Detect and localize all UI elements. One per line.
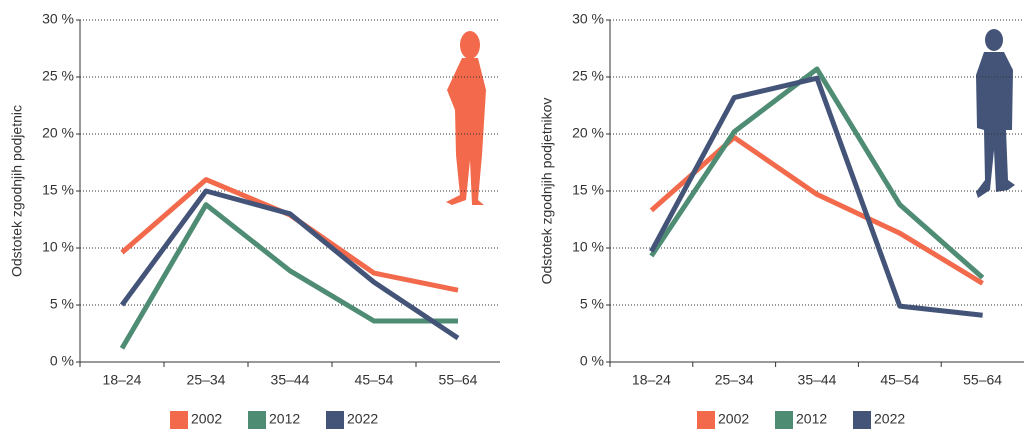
legend-swatch — [775, 411, 793, 429]
legend-label: 2002 — [718, 411, 749, 427]
y-tick-label: 15 % — [572, 182, 604, 198]
x-tick-label: 45–54 — [880, 372, 919, 388]
legend-label: 2012 — [269, 411, 300, 427]
woman-icon — [446, 31, 486, 205]
y-tick-label: 0 % — [50, 353, 74, 369]
y-axis-label: Odstotek zgodnjih podjetnic — [9, 105, 25, 277]
y-tick-label: 5 % — [50, 296, 74, 312]
man-icon — [976, 29, 1015, 198]
y-tick-label: 20 % — [42, 125, 74, 141]
x-tick-label: 55–64 — [963, 372, 1002, 388]
legend-swatch — [326, 411, 344, 429]
legend-label: 2002 — [191, 411, 222, 427]
y-tick-label: 10 % — [572, 239, 604, 255]
y-tick-label: 30 % — [42, 11, 74, 27]
legend-swatch — [248, 411, 266, 429]
y-axis-label: Odstotek zgodnjih podjetnikov — [539, 98, 555, 285]
x-tick-label: 35–44 — [798, 372, 837, 388]
y-tick-label: 5 % — [580, 296, 604, 312]
x-tick-label: 18–24 — [632, 372, 671, 388]
legend-label: 2022 — [874, 411, 905, 427]
x-tick-label: 25–34 — [715, 372, 754, 388]
legend-swatch — [697, 411, 715, 429]
series-line — [119, 188, 460, 341]
y-tick-label: 20 % — [572, 125, 604, 141]
y-tick-label: 0 % — [580, 353, 604, 369]
x-tick-label: 18–24 — [103, 372, 142, 388]
legend-label: 2022 — [347, 411, 378, 427]
x-tick-label: 55–64 — [439, 372, 478, 388]
legend-label: 2012 — [796, 411, 827, 427]
legend-swatch — [853, 411, 871, 429]
y-tick-label: 30 % — [572, 11, 604, 27]
y-tick-label: 10 % — [42, 239, 74, 255]
series-line — [649, 66, 985, 280]
y-tick-label: 15 % — [42, 182, 74, 198]
y-tick-label: 25 % — [572, 68, 604, 84]
legend-swatch — [170, 411, 188, 429]
x-tick-label: 35–44 — [271, 372, 310, 388]
series-line — [649, 75, 983, 318]
series-line — [649, 134, 984, 286]
x-tick-label: 25–34 — [187, 372, 226, 388]
y-tick-label: 25 % — [42, 68, 74, 84]
series-line — [119, 202, 458, 350]
x-tick-label: 45–54 — [355, 372, 394, 388]
